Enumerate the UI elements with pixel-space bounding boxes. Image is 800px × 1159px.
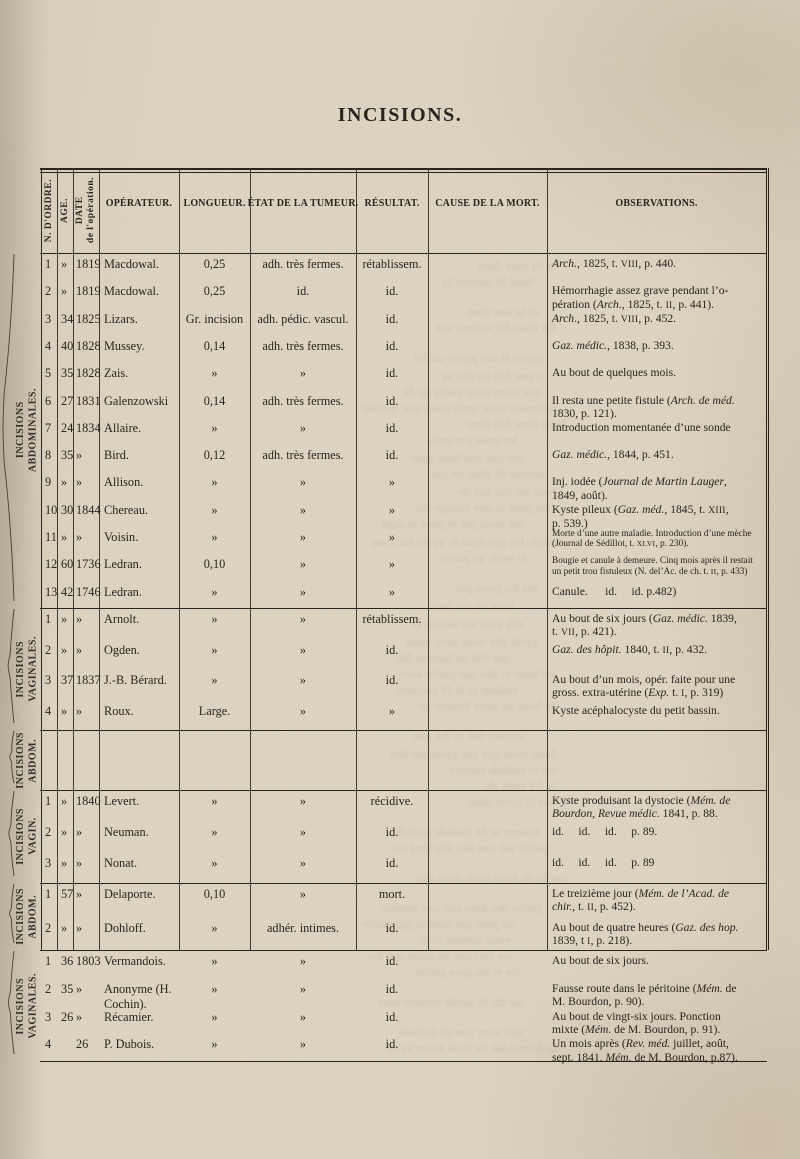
svg-text:bout mois que par kyste par de: bout mois que par kyste par des (390, 746, 555, 761)
svg-text:est et malade tumeur: est et malade tumeur (447, 762, 556, 777)
